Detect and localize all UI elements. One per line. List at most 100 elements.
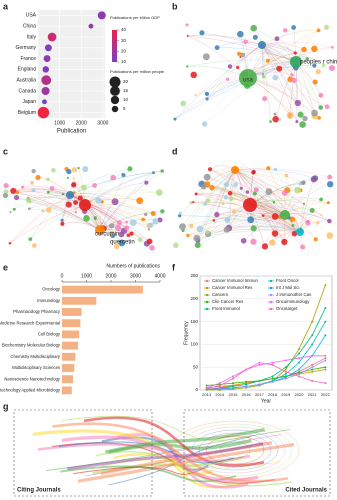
- network-node: [204, 91, 210, 97]
- network-edge: [13, 190, 86, 206]
- network-edge: [187, 34, 263, 46]
- network-edge: [284, 176, 330, 216]
- network-node: [265, 58, 270, 63]
- y-tick-label: Australia: [17, 78, 37, 84]
- network-edge: [99, 172, 154, 231]
- legend-label: Cancer Immunol Res: [212, 285, 252, 290]
- network-node: [221, 202, 225, 206]
- network-edge: [253, 172, 301, 233]
- network-node: [46, 190, 50, 194]
- panel-label: b: [172, 1, 178, 11]
- network-node: [31, 168, 36, 174]
- network-node: [317, 115, 321, 120]
- network-edge: [250, 219, 301, 233]
- series-line: [206, 307, 326, 390]
- bubble: [37, 106, 50, 119]
- point: [218, 384, 221, 387]
- network-node: [129, 231, 134, 236]
- legend-label: Oncotarget: [276, 306, 298, 311]
- network-node: [311, 109, 318, 117]
- point: [284, 359, 287, 362]
- legend-swatch: [205, 300, 209, 304]
- point: [324, 368, 327, 371]
- network-node: [208, 167, 213, 172]
- network-node: [192, 201, 195, 204]
- network-node: [202, 121, 208, 127]
- network-node: [271, 213, 279, 220]
- network-node: [180, 100, 187, 107]
- network-edge: [187, 59, 297, 67]
- network-hub: [66, 191, 74, 199]
- point: [311, 334, 314, 337]
- y-tick-label: Pharmacology Pharmacy: [13, 309, 61, 314]
- network-node: [320, 214, 323, 217]
- network-edge: [234, 169, 304, 183]
- panel-label: f: [172, 262, 176, 272]
- point: [298, 371, 300, 374]
- point: [311, 368, 314, 371]
- network-node: [82, 166, 89, 173]
- x-tick-label: 2020: [295, 392, 305, 397]
- network-node: [231, 209, 237, 215]
- y-tick-label: China: [23, 24, 36, 30]
- network-node: [233, 182, 239, 187]
- network-edge: [99, 170, 163, 231]
- panel-label: g: [3, 401, 9, 411]
- network-edge: [48, 192, 101, 231]
- network-node: [121, 173, 126, 178]
- network-edge: [84, 182, 147, 206]
- x-tick-label: 2013: [202, 392, 212, 397]
- node-label: curcumin: [95, 232, 119, 238]
- network-edge: [69, 194, 119, 229]
- point: [271, 377, 274, 380]
- point: [311, 363, 314, 366]
- point: [218, 382, 221, 385]
- point: [245, 382, 248, 385]
- network-edge: [6, 185, 101, 231]
- point: [324, 359, 327, 362]
- panel-label: d: [172, 146, 178, 156]
- network-edge: [84, 203, 154, 214]
- network-node: [258, 204, 261, 207]
- network-node: [137, 237, 143, 243]
- network-node: [77, 166, 80, 170]
- y-tick-label: Chemistry Multidisciplinary: [10, 354, 60, 359]
- network-node: [272, 115, 279, 123]
- point: [324, 284, 327, 287]
- point: [324, 357, 327, 360]
- size-key-label: 10: [123, 97, 129, 102]
- network-hub: [243, 198, 257, 212]
- network-edge: [199, 226, 301, 233]
- network-node: [71, 182, 77, 188]
- point: [232, 382, 234, 385]
- point: [311, 366, 314, 369]
- network-node: [240, 237, 247, 244]
- network-node: [309, 207, 315, 213]
- network-node: [178, 211, 182, 215]
- network-node: [124, 225, 130, 231]
- network-edge: [174, 44, 263, 120]
- network-edge: [299, 179, 315, 233]
- network-node: [2, 192, 9, 199]
- y-tick-label: Multidisciplinary Sciences: [12, 365, 60, 370]
- network-node: [194, 242, 201, 249]
- network-edge: [249, 178, 316, 206]
- network-node: [118, 239, 126, 247]
- x-tick-label: 2000: [76, 120, 87, 126]
- network-edge: [227, 219, 301, 233]
- network-edge: [275, 169, 301, 233]
- network-edge: [216, 214, 301, 233]
- network-node: [27, 207, 31, 211]
- network-node: [3, 182, 9, 189]
- bar: [62, 296, 97, 305]
- network-node: [203, 201, 208, 206]
- overlay-ring: [198, 432, 272, 468]
- legend-swatch: [205, 286, 209, 290]
- network-node: [272, 74, 278, 81]
- network-node: [300, 244, 306, 250]
- point: [324, 366, 327, 369]
- point: [258, 361, 261, 364]
- network-hub: [296, 228, 304, 236]
- network-edge: [84, 204, 150, 230]
